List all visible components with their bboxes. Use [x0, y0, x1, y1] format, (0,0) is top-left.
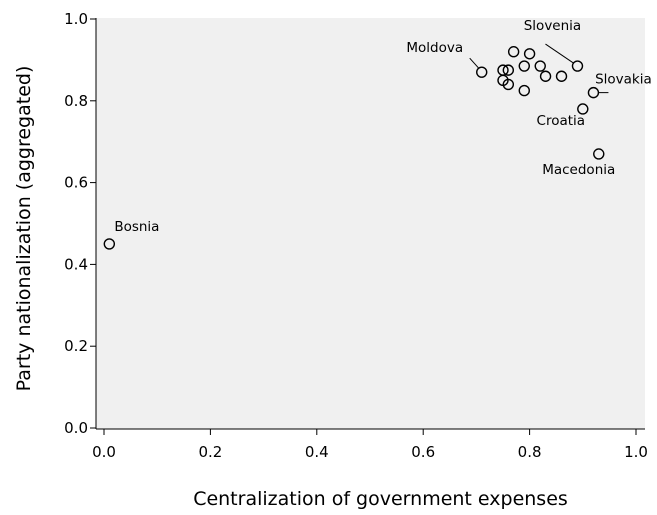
data-point — [507, 46, 520, 58]
x-tick-label: 0.4 — [305, 443, 329, 461]
y-tick-label: 0.6 — [64, 174, 88, 192]
label-leader-line — [545, 43, 574, 64]
x-tick-label: 0.0 — [92, 443, 116, 461]
data-point — [593, 148, 605, 160]
data-point — [502, 78, 515, 91]
data-point — [518, 84, 530, 97]
data-point — [534, 60, 546, 72]
y-tick-label: 0.8 — [64, 92, 88, 110]
x-tick-label: 1.0 — [624, 443, 648, 461]
y-axis-ticks: 0.0 0.2 0.4 0.6 0.8 1.0 — [64, 10, 96, 437]
data-point — [577, 103, 589, 115]
data-point — [539, 70, 552, 82]
point-label: Bosnia — [114, 219, 159, 235]
data-point — [555, 70, 568, 82]
point-label: Slovenia — [524, 18, 581, 34]
point-label: Slovakia — [595, 72, 652, 88]
data-point — [523, 48, 536, 60]
x-tick-label: 0.6 — [411, 443, 435, 461]
point-label: Moldova — [406, 40, 463, 56]
y-tick-label: 0.2 — [64, 337, 88, 355]
x-axis-ticks: 0.0 0.2 0.4 0.6 0.8 1.0 — [92, 429, 648, 461]
y-tick-label: 0.0 — [64, 419, 88, 437]
data-point — [476, 66, 488, 78]
y-axis-title: Party nationalization (aggregated) — [13, 66, 35, 392]
data-points — [103, 46, 605, 250]
x-tick-label: 0.2 — [198, 443, 222, 461]
y-tick-label: 0.4 — [64, 255, 88, 273]
data-point — [502, 64, 515, 76]
label-leader-line — [469, 57, 480, 69]
point-labels: Bosnia Moldova Slovenia Slovakia Croatia Mace… — [114, 18, 651, 235]
data-point — [571, 60, 584, 72]
x-axis-title: Centralization of government expenses — [193, 488, 568, 510]
plot-area — [96, 18, 645, 429]
point-label: Macedonia — [542, 162, 615, 178]
x-tick-label: 0.8 — [518, 443, 542, 461]
data-point — [518, 60, 530, 72]
point-label: Croatia — [537, 113, 586, 129]
y-tick-label: 1.0 — [64, 10, 88, 28]
data-point — [103, 238, 116, 250]
